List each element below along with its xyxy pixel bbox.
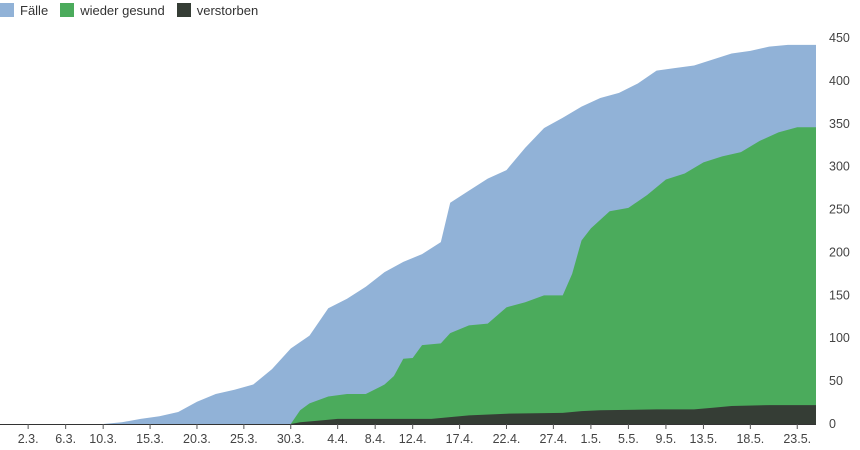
legend-item-verstorben[interactable]: verstorben — [176, 2, 259, 18]
y-tick-label: 250 — [829, 203, 850, 217]
x-tick-label: 5.5. — [618, 432, 639, 446]
x-tick-label: 20.3. — [183, 432, 211, 446]
legend-label-wieder-gesund: wieder gesund — [80, 2, 165, 18]
x-tick-label: 23.5. — [783, 432, 811, 446]
x-tick-label: 4.4. — [327, 432, 348, 446]
chart-legend: Fälle wieder gesund verstorben — [0, 1, 270, 19]
x-tick-label: 1.5. — [580, 432, 601, 446]
legend-item-wieder-gesund[interactable]: wieder gesund — [60, 3, 165, 18]
y-tick-label: 150 — [829, 288, 850, 302]
x-tick-label: 25.3. — [230, 432, 258, 446]
x-tick-label: 27.4. — [539, 432, 567, 446]
y-tick-label: 50 — [829, 374, 843, 388]
legend-label-verstorben: verstorben — [196, 2, 259, 18]
legend-swatch-wieder-gesund — [60, 3, 75, 17]
x-tick-label: 13.5. — [690, 432, 718, 446]
x-tick-label: 30.3. — [277, 432, 305, 446]
x-tick-label: 8.4. — [365, 432, 386, 446]
area-series-wieder-gesund[interactable] — [0, 127, 816, 425]
legend-item-faelle[interactable]: Fälle — [0, 3, 48, 18]
x-tick-label: 9.5. — [656, 432, 677, 446]
x-tick-label: 6.3. — [55, 432, 76, 446]
y-tick-label: 0 — [829, 417, 836, 431]
area-series-verstorben[interactable] — [0, 405, 816, 424]
x-tick-label: 10.3. — [89, 432, 117, 446]
x-tick-label: 22.4. — [493, 432, 521, 446]
y-tick-label: 350 — [829, 117, 850, 131]
legend-swatch-faelle — [0, 3, 14, 17]
y-tick-label: 100 — [829, 331, 850, 345]
legend-swatch-verstorben — [176, 3, 191, 17]
legend-label-faelle: Fälle — [20, 2, 49, 18]
x-tick-label: 18.5. — [736, 432, 764, 446]
x-tick-label: 15.3. — [136, 432, 164, 446]
x-tick-label: 2.3. — [18, 432, 39, 446]
x-tick-label: 17.4. — [446, 432, 474, 446]
y-tick-label: 200 — [829, 245, 850, 259]
x-tick-label: 12.4. — [399, 432, 427, 446]
y-tick-label: 400 — [829, 74, 850, 88]
y-tick-label: 300 — [829, 160, 850, 174]
y-tick-label: 450 — [829, 31, 850, 45]
